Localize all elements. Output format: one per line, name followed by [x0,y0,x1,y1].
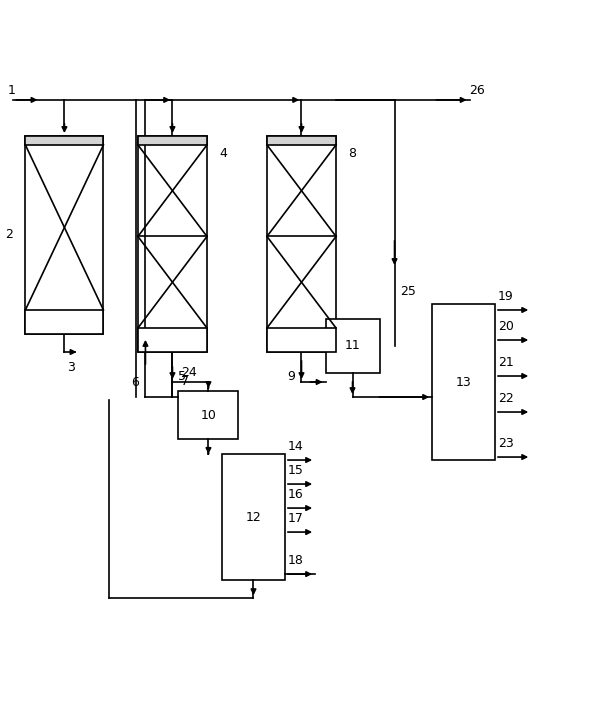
Text: 6: 6 [131,375,139,389]
Text: 14: 14 [288,440,304,453]
Text: 18: 18 [288,554,304,567]
Bar [138,136,207,145]
Text: 17: 17 [288,512,304,525]
Bar [138,328,207,352]
Bar [25,136,104,334]
Text: 3: 3 [68,361,75,374]
Text: 2: 2 [5,228,13,241]
Text: 19: 19 [498,290,514,303]
Text: 20: 20 [498,320,514,333]
Text: 1: 1 [7,84,15,97]
Bar [326,319,379,373]
Text: 11: 11 [345,339,361,352]
Text: 7: 7 [182,375,189,388]
Bar [267,136,336,145]
Text: 4: 4 [219,147,227,160]
Bar [178,391,238,439]
Text: 5: 5 [178,369,186,382]
Bar [25,136,104,145]
Text: 26: 26 [470,84,485,97]
Bar [25,310,104,334]
Text: 24: 24 [182,366,197,379]
Text: 16: 16 [288,488,304,501]
Bar [267,328,336,352]
Text: 13: 13 [456,375,472,389]
Text: 23: 23 [498,437,514,450]
Text: 15: 15 [288,464,304,477]
Bar [222,454,285,580]
Text: 8: 8 [348,147,356,160]
Text: 10: 10 [201,409,216,422]
Bar [267,136,336,352]
Text: 22: 22 [498,392,514,405]
Text: 21: 21 [498,356,514,369]
Bar [138,136,207,352]
Text: 12: 12 [245,511,261,523]
Text: 25: 25 [400,286,417,299]
Text: 9: 9 [288,369,295,382]
Bar [432,304,495,460]
